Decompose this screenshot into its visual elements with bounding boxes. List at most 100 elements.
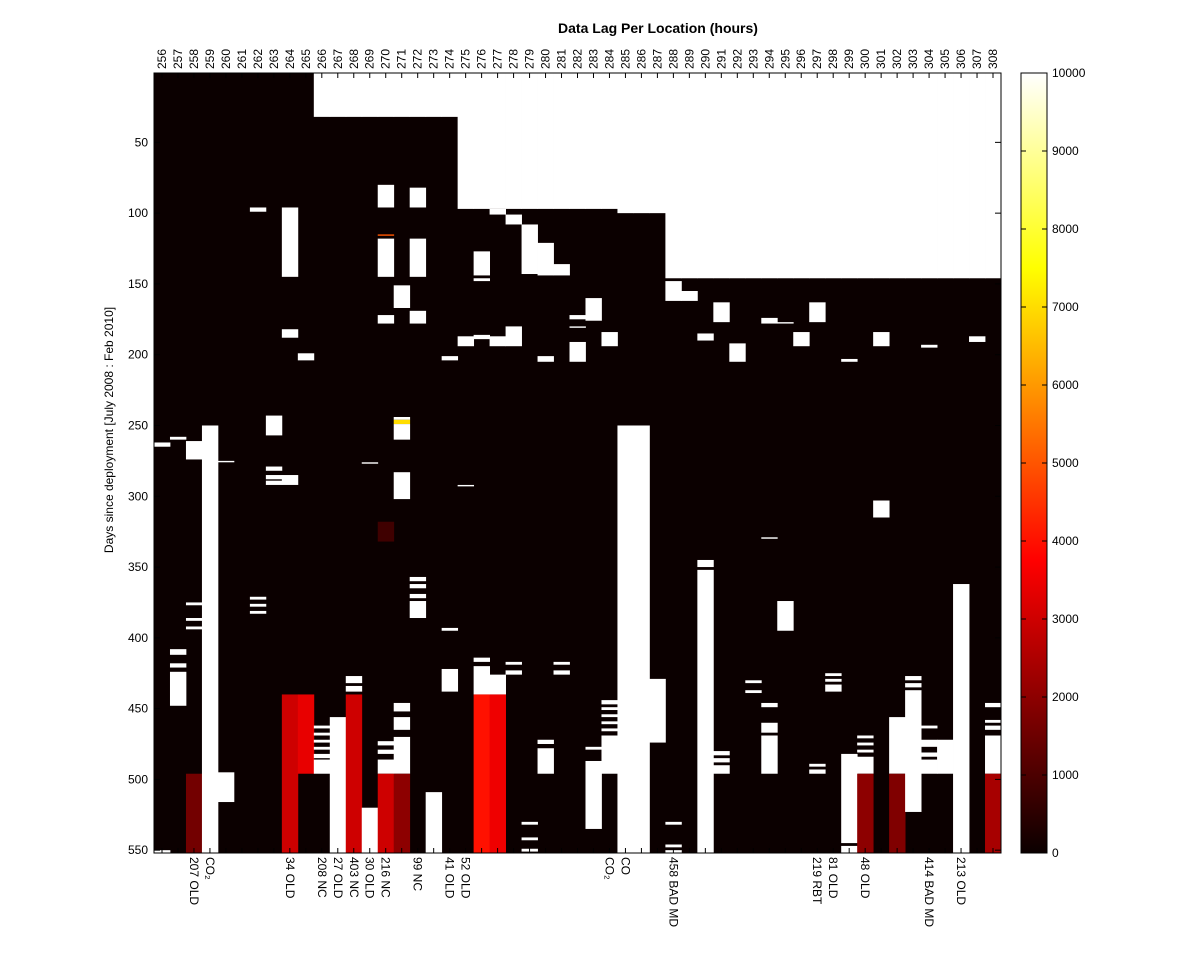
lag-cell-263-day-279 [265, 466, 283, 471]
x-tick-label-257: 257 [171, 49, 185, 69]
lag-cell-280-day-472 [537, 739, 554, 744]
lag-cell-275-day-187 [457, 336, 475, 347]
x-tick-label-308: 308 [986, 49, 1000, 69]
y-tick-label-300: 300 [128, 489, 148, 503]
lag-cell-303-day-432 [905, 683, 922, 688]
lag-cell-258-day-261 [185, 441, 203, 460]
x-tick-label-289: 289 [682, 49, 696, 69]
lag-cell-284-day-454 [601, 714, 618, 718]
lag-cell-266-day-467 [313, 732, 331, 736]
lag-cell-290-day-185 [697, 333, 714, 341]
x-tick-label-258: 258 [187, 49, 201, 69]
no-data-region-276 [473, 73, 491, 209]
x-tick-label-270: 270 [379, 49, 393, 69]
lag-cell-291-day-485 [713, 758, 730, 763]
location-label-272: 99 NC [411, 857, 425, 891]
lag-cell-281-day-136 [553, 264, 570, 276]
lag-cell-294-day-469 [761, 735, 778, 774]
lag-cell-298-day-425 [825, 673, 842, 677]
no-data-region-271 [393, 73, 411, 117]
lag-cell-299-day-203 [841, 358, 858, 362]
lag-cell-266-day-477 [313, 746, 331, 750]
lag-cell-304-day-486 [921, 759, 938, 774]
x-tick-label-297: 297 [810, 49, 824, 69]
lag-cell-284-day-184 [601, 332, 618, 347]
lag-cell-304-day-472 [921, 739, 938, 747]
x-tick-label-286: 286 [634, 49, 648, 69]
x-tick-label-303: 303 [906, 49, 920, 69]
y-tick-label-550: 550 [128, 843, 148, 857]
colorbar-tick-label-7000: 7000 [1052, 300, 1079, 314]
location-label-297: 219 RBT [810, 857, 824, 905]
no-data-region-295 [777, 73, 794, 279]
lag-cell-297-day-493 [809, 769, 826, 774]
x-tick-label-268: 268 [347, 49, 361, 69]
lag-cell-271-day-470 [393, 736, 411, 774]
lag-cell-257-day-418 [169, 663, 187, 668]
x-tick-label-281: 281 [555, 49, 569, 69]
lag-cell-271-day-496 [393, 773, 411, 853]
lag-cell-267-day-456 [329, 717, 347, 853]
lag-cell-269-day-276 [361, 462, 379, 464]
lag-cell-299-day-482 [841, 753, 858, 844]
no-data-region-299 [841, 73, 858, 279]
lag-cell-300-day-496 [857, 773, 874, 853]
y-tick-label-250: 250 [128, 418, 148, 432]
lag-cell-271-day-244 [393, 416, 411, 420]
no-data-region-288 [665, 73, 682, 279]
lag-cell-293-day-430 [745, 680, 762, 684]
colorbar-axis: 0 1000 2000 3000 4000 5000 6000 7000 8000 9000 100… [1021, 66, 1086, 860]
x-tick-label-283: 283 [586, 49, 600, 69]
lag-cell-268-day-427 [345, 676, 363, 684]
lag-cell-270-day-80 [377, 184, 395, 208]
lag-cell-280-day-478 [537, 748, 554, 774]
lag-cell-308-day-496 [985, 773, 1002, 853]
no-data-region-292 [729, 73, 746, 279]
lag-cell-265-day-199 [297, 353, 315, 361]
lag-cell-271-day-246 [393, 419, 411, 425]
location-label-267: 27 OLD [331, 857, 345, 899]
lag-cell-278-day-417 [505, 661, 522, 665]
x-tick-label-300: 300 [858, 49, 872, 69]
no-data-region-290 [697, 73, 714, 279]
lag-cell-298-day-429 [825, 678, 842, 682]
lag-cell-279-day-541 [521, 837, 538, 841]
lag-cell-268-day-440 [345, 694, 363, 853]
lag-cell-304-day-462 [921, 725, 938, 729]
lag-cell-281-day-417 [553, 661, 570, 665]
lag-cell-287-day-429 [649, 678, 666, 743]
lag-cell-279-day-108 [521, 224, 538, 275]
no-data-region-304 [921, 73, 938, 279]
location-label-298: 81 OLD [826, 857, 840, 899]
x-tick-label-301: 301 [874, 49, 888, 69]
x-tick-label-269: 269 [363, 49, 377, 69]
x-tick-label-305: 305 [938, 49, 952, 69]
lag-cell-294-day-446 [761, 702, 778, 708]
no-data-region-286 [633, 73, 650, 214]
location-label-258: 207 OLD [187, 857, 201, 905]
colorbar-tick-label-8000: 8000 [1052, 222, 1079, 236]
lag-cell-302-day-496 [889, 773, 906, 853]
lag-cell-296-day-184 [793, 332, 810, 347]
y-tick-label-350: 350 [128, 560, 148, 574]
no-data-region-281 [553, 73, 570, 209]
x-tick-label-287: 287 [650, 49, 664, 69]
lag-cell-284-day-464 [601, 728, 618, 732]
lag-cell-306-day-362 [953, 584, 970, 853]
no-data-region-291 [713, 73, 730, 279]
lag-cell-276-day-186 [473, 334, 491, 340]
lag-cell-271-day-446 [393, 702, 411, 712]
no-data-region-277 [489, 73, 506, 209]
lag-cell-274-day-393 [441, 627, 459, 631]
x-tick-label-280: 280 [539, 49, 553, 69]
location-label-270: 216 NC [379, 857, 393, 898]
x-tick-label-271: 271 [395, 49, 409, 69]
lag-cell-286-day-250 [633, 425, 650, 853]
lag-cell-266-day-462 [313, 725, 331, 729]
lag-cell-300-day-474 [857, 742, 874, 746]
x-tick-label-256: 256 [155, 49, 169, 69]
no-data-region-274 [441, 73, 459, 117]
lag-cell-278-day-101 [505, 214, 522, 225]
no-data-region-307 [969, 73, 986, 279]
colorbar-tick-label-3000: 3000 [1052, 612, 1079, 626]
